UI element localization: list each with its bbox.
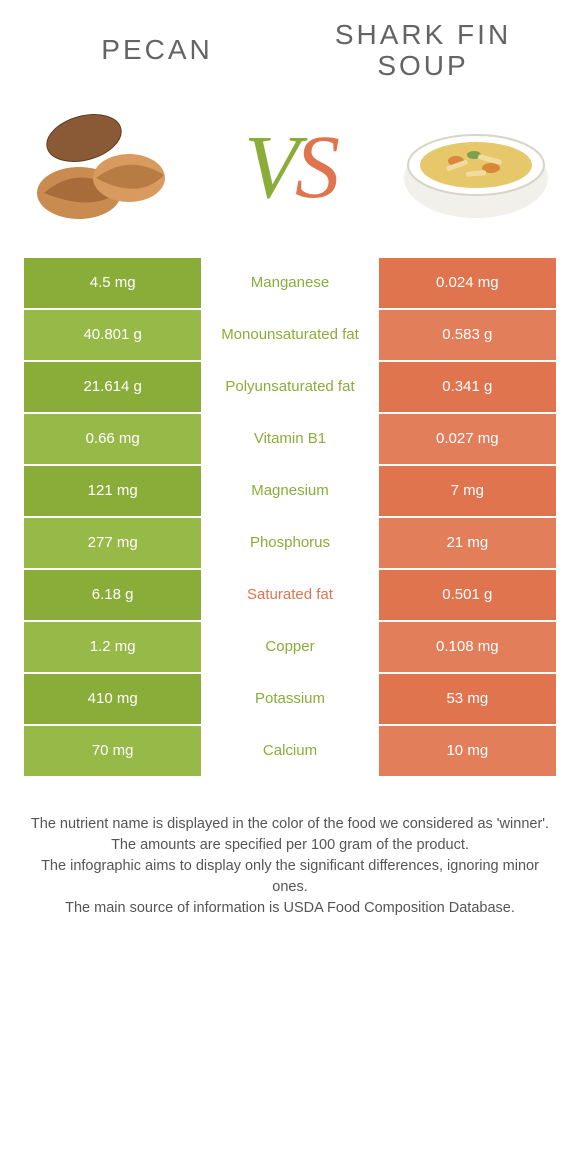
left-value: 277 mg (24, 518, 201, 570)
left-value: 1.2 mg (24, 622, 201, 674)
footer-notes: The nutrient name is displayed in the co… (24, 814, 556, 919)
table-row: 4.5 mgManganese0.024 mg (24, 258, 556, 310)
nutrient-label: Vitamin B1 (201, 414, 378, 466)
right-value: 10 mg (379, 726, 556, 778)
table-row: 70 mgCalcium10 mg (24, 726, 556, 778)
vs-label: VS (244, 116, 336, 219)
table-row: 1.2 mgCopper0.108 mg (24, 622, 556, 674)
table-row: 121 mgMagnesium7 mg (24, 466, 556, 518)
right-value: 0.027 mg (379, 414, 556, 466)
nutrient-label: Manganese (201, 258, 378, 310)
right-food-title: SHARK FIN SOUP (290, 20, 556, 82)
right-value: 7 mg (379, 466, 556, 518)
nutrition-table: 4.5 mgManganese0.024 mg40.801 gMonounsat… (24, 258, 556, 778)
vs-s: S (295, 118, 336, 217)
left-value: 410 mg (24, 674, 201, 726)
vs-row: VS (24, 98, 556, 238)
nutrient-label: Phosphorus (201, 518, 378, 570)
vs-v: V (244, 118, 295, 217)
left-food-title: PECAN (24, 35, 290, 66)
table-row: 6.18 gSaturated fat0.501 g (24, 570, 556, 622)
footer-line-1: The nutrient name is displayed in the co… (24, 814, 556, 835)
pecan-image (24, 98, 184, 238)
nutrient-label: Polyunsaturated fat (201, 362, 378, 414)
soup-image (396, 98, 556, 238)
table-row: 40.801 gMonounsaturated fat0.583 g (24, 310, 556, 362)
nutrient-label: Saturated fat (201, 570, 378, 622)
left-value: 0.66 mg (24, 414, 201, 466)
left-value: 21.614 g (24, 362, 201, 414)
left-value: 4.5 mg (24, 258, 201, 310)
nutrient-label: Magnesium (201, 466, 378, 518)
footer-line-3: The infographic aims to display only the… (24, 856, 556, 898)
table-row: 277 mgPhosphorus21 mg (24, 518, 556, 570)
right-value: 21 mg (379, 518, 556, 570)
right-value: 0.024 mg (379, 258, 556, 310)
nutrient-label: Potassium (201, 674, 378, 726)
table-row: 410 mgPotassium53 mg (24, 674, 556, 726)
table-row: 0.66 mgVitamin B10.027 mg (24, 414, 556, 466)
left-value: 40.801 g (24, 310, 201, 362)
left-value: 6.18 g (24, 570, 201, 622)
nutrient-label: Copper (201, 622, 378, 674)
left-value: 70 mg (24, 726, 201, 778)
footer-line-2: The amounts are specified per 100 gram o… (24, 835, 556, 856)
nutrient-label: Monounsaturated fat (201, 310, 378, 362)
right-value: 53 mg (379, 674, 556, 726)
right-value: 0.108 mg (379, 622, 556, 674)
right-value: 0.583 g (379, 310, 556, 362)
left-value: 121 mg (24, 466, 201, 518)
right-value: 0.341 g (379, 362, 556, 414)
right-value: 0.501 g (379, 570, 556, 622)
table-row: 21.614 gPolyunsaturated fat0.341 g (24, 362, 556, 414)
header: PECAN SHARK FIN SOUP (24, 20, 556, 82)
nutrient-label: Calcium (201, 726, 378, 778)
footer-line-4: The main source of information is USDA F… (24, 898, 556, 919)
